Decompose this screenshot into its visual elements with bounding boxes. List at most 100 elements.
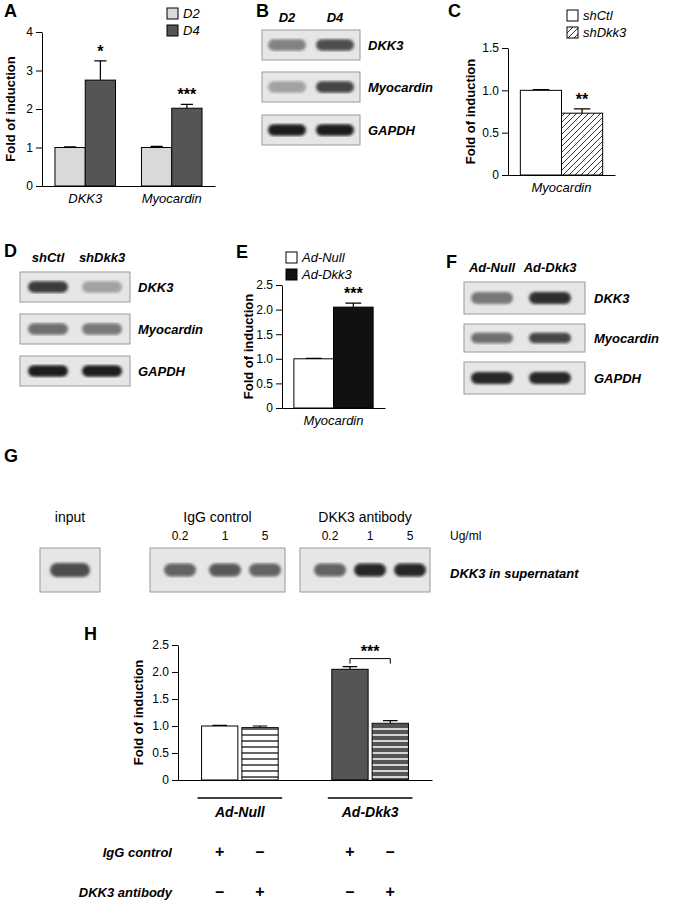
x-tick-label: Myocardin (142, 191, 202, 206)
error-bar (574, 109, 590, 113)
x-tick: DKK3 (68, 191, 103, 206)
bar (202, 726, 238, 780)
y-tick-label: 2.5 (256, 278, 273, 292)
y-tick: 3 (26, 64, 42, 78)
y-tick-mark (172, 726, 178, 727)
y-tick: 2 (26, 102, 42, 116)
blot-band (316, 81, 354, 92)
bar (562, 113, 603, 175)
y-tick: 2.0 (256, 303, 282, 317)
bar (294, 359, 334, 408)
blot-box (262, 115, 360, 145)
y-tick-label: 1.0 (152, 719, 169, 733)
y-tick-label: 3 (26, 64, 33, 78)
condition-row-label: DKK3 antibody (79, 885, 173, 900)
panel-label: E (236, 242, 248, 262)
error-bar (181, 104, 193, 108)
blot-band (316, 39, 354, 50)
y-tick-mark (502, 175, 508, 176)
y-tick-mark (276, 408, 282, 409)
y-axis-line (178, 646, 179, 781)
bar (334, 307, 374, 408)
x-axis-line (43, 186, 216, 187)
panel: 00.51.01.5Myocardin**shCtlshDkk3Fold of … (463, 8, 627, 195)
legend: Ad-Null Ad-Dkk3 (286, 250, 353, 282)
legend-label: Ad-Dkk3 (301, 267, 353, 282)
blot-box (464, 362, 585, 394)
legend-swatch (286, 252, 297, 263)
legend-swatch (567, 27, 578, 38)
row-label: GAPDH (368, 123, 416, 138)
y-tick-mark (36, 32, 42, 33)
blot-band (28, 281, 68, 292)
x-axis-line (509, 175, 616, 176)
y-tick-mark (36, 71, 42, 72)
error-bar (343, 667, 358, 670)
y-tick-label: 0 (266, 401, 273, 415)
panel: D2D4DKK3MyocardinGAPDH (262, 10, 433, 145)
y-tick-label: 2.0 (256, 303, 273, 317)
y-tick-label: 1.5 (256, 328, 273, 342)
blot-band (164, 564, 196, 577)
condition-sign: – (215, 883, 224, 900)
plot-marks (294, 303, 373, 408)
y-tick-label: 0.5 (152, 746, 169, 760)
condition-sign: + (345, 843, 354, 860)
panel-label: F (446, 252, 457, 272)
x-tick-label: Myocardin (304, 413, 364, 428)
condition-sign: – (386, 843, 395, 860)
x-axis: Myocardin (509, 176, 616, 196)
y-tick-mark (276, 334, 282, 335)
y-axis-line (42, 33, 43, 187)
blot-box (150, 548, 285, 592)
row-label: DKK3 (594, 291, 630, 306)
x-axis-line (179, 780, 433, 781)
bar (520, 90, 561, 175)
x-tick: Myocardin (532, 180, 592, 195)
blot-band (268, 124, 306, 135)
y-tick: 0.5 (152, 746, 178, 760)
error-bar (306, 358, 322, 360)
legend-label: Ad-Null (301, 250, 346, 265)
group-line (328, 797, 413, 799)
blot-band (394, 564, 426, 577)
condition-sign: + (386, 883, 395, 900)
y-tick: 1.5 (256, 328, 282, 342)
condition-table: Ad-NullAd-Dkk3IgG control+–+–DKK3 antibo… (79, 798, 413, 900)
legend-label: D4 (183, 23, 200, 38)
blot-band (268, 81, 306, 92)
bar (85, 80, 115, 186)
y-tick-mark (36, 148, 42, 149)
y-tick: 0 (266, 401, 282, 415)
x-axis: DKK3 Myocardin (43, 187, 216, 207)
y-tick-label: 0.5 (256, 377, 273, 391)
blot-band (471, 333, 513, 344)
y-axis-title: Fold of induction (241, 294, 256, 399)
significance: * (97, 43, 104, 60)
panel-label: C (448, 1, 461, 21)
error-bar (94, 61, 106, 80)
y-tick: 0.5 (256, 377, 282, 391)
y-tick-label: 0 (162, 773, 169, 787)
panel: 00.51.01.52.02.5Myocardin***Ad-NullAd-Dk… (241, 250, 385, 428)
lane-label: 0.2 (322, 529, 339, 543)
blot-band (209, 564, 241, 577)
y-tick-label: 0 (492, 168, 499, 182)
legend-label: shCtl (583, 8, 614, 23)
lane-label: shDkk3 (79, 250, 126, 265)
bar (55, 148, 85, 187)
panel-label: A (4, 1, 17, 21)
blot-box (262, 30, 360, 60)
lane-group-label: DKK3 antibody (318, 509, 411, 525)
group-label: Ad-Dkk3 (341, 804, 399, 820)
condition-sign: – (346, 883, 355, 900)
y-tick-mark (276, 310, 282, 311)
y-axis-line (282, 286, 283, 409)
y-tick-mark (502, 133, 508, 134)
y-tick-label: 2 (26, 102, 33, 116)
row-label: Myocardin (594, 331, 659, 346)
y-tick: 1.5 (482, 41, 508, 55)
y-tick-label: 1.0 (482, 84, 499, 98)
lane-label: D4 (327, 10, 344, 25)
unit-label: Ug/ml (450, 529, 481, 543)
